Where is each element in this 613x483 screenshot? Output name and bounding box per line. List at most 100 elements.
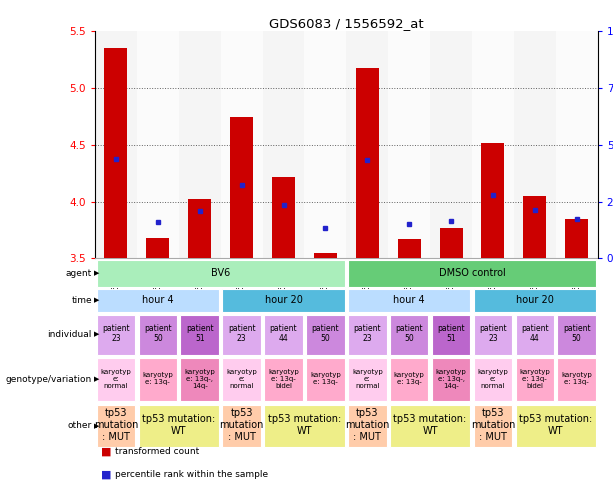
Bar	[272, 177, 295, 258]
Bar	[390, 358, 428, 401]
Bar	[223, 358, 261, 401]
Text: hour 4: hour 4	[142, 295, 173, 305]
Bar	[179, 31, 221, 258]
Text: patient
23: patient 23	[228, 324, 256, 343]
Text: karyotyp
e: 13q-: karyotyp e: 13q-	[562, 372, 592, 385]
Bar	[147, 238, 169, 258]
Bar	[398, 239, 421, 258]
Bar	[474, 405, 512, 447]
Bar	[104, 48, 128, 258]
Bar	[230, 116, 253, 258]
Text: tp53
mutation
: MUT: tp53 mutation : MUT	[219, 409, 264, 441]
Bar	[223, 314, 261, 355]
Bar	[440, 228, 463, 258]
Text: karyotyp
e:
normal: karyotyp e: normal	[478, 369, 508, 389]
Text: karyotyp
e: 13q-: karyotyp e: 13q-	[310, 372, 341, 385]
Bar	[221, 31, 262, 258]
Text: tp53 mutation:
WT: tp53 mutation: WT	[268, 414, 341, 436]
Text: ▶: ▶	[94, 332, 100, 338]
Text: ▶: ▶	[94, 270, 100, 276]
Bar	[474, 289, 596, 312]
Text: tp53 mutation:
WT: tp53 mutation: WT	[519, 414, 592, 436]
Text: genotype/variation: genotype/variation	[6, 375, 92, 384]
Bar	[474, 358, 512, 401]
Text: patient
51: patient 51	[186, 324, 213, 343]
Bar	[97, 358, 135, 401]
Bar	[305, 31, 346, 258]
Bar	[348, 259, 596, 287]
Bar	[516, 405, 596, 447]
Bar	[264, 405, 345, 447]
Text: patient
23: patient 23	[354, 324, 381, 343]
Bar	[223, 405, 261, 447]
Bar	[348, 314, 387, 355]
Text: patient
44: patient 44	[270, 324, 297, 343]
Bar	[346, 31, 388, 258]
Title: GDS6083 / 1556592_at: GDS6083 / 1556592_at	[269, 17, 424, 30]
Text: karyotyp
e: 13q-
bidel: karyotyp e: 13q- bidel	[519, 369, 550, 389]
Text: tp53
mutation
: MUT: tp53 mutation : MUT	[94, 409, 138, 441]
Bar	[95, 31, 137, 258]
Text: hour 20: hour 20	[265, 295, 302, 305]
Bar	[481, 142, 504, 258]
Text: patient
23: patient 23	[102, 324, 130, 343]
Bar	[524, 196, 546, 258]
Bar	[557, 358, 596, 401]
Text: ▶: ▶	[94, 377, 100, 383]
Text: patient
44: patient 44	[521, 324, 549, 343]
Bar	[348, 289, 470, 312]
Text: karyotyp
e: 13q-,
14q-: karyotyp e: 13q-, 14q-	[436, 369, 466, 389]
Text: karyotyp
e: 13q-: karyotyp e: 13q-	[394, 372, 425, 385]
Text: tp53 mutation:
WT: tp53 mutation: WT	[394, 414, 466, 436]
Bar	[516, 314, 554, 355]
Text: karyotyp
e:
normal: karyotyp e: normal	[226, 369, 257, 389]
Text: tp53
mutation
: MUT: tp53 mutation : MUT	[345, 409, 389, 441]
Text: other: other	[67, 422, 92, 430]
Text: ▶: ▶	[94, 423, 100, 429]
Bar	[137, 31, 179, 258]
Text: patient
51: patient 51	[437, 324, 465, 343]
Bar	[264, 358, 303, 401]
Text: BV6: BV6	[211, 268, 230, 278]
Text: time: time	[71, 296, 92, 305]
Bar	[97, 289, 219, 312]
Text: ■: ■	[101, 470, 112, 480]
Text: patient
50: patient 50	[395, 324, 423, 343]
Bar	[306, 358, 345, 401]
Text: percentile rank within the sample: percentile rank within the sample	[115, 470, 268, 479]
Bar	[97, 259, 345, 287]
Bar	[430, 31, 472, 258]
Text: agent: agent	[66, 269, 92, 278]
Text: patient
50: patient 50	[563, 324, 590, 343]
Text: hour 4: hour 4	[394, 295, 425, 305]
Text: patient
23: patient 23	[479, 324, 507, 343]
Bar	[262, 31, 305, 258]
Text: tp53 mutation:
WT: tp53 mutation: WT	[142, 414, 215, 436]
Text: transformed count: transformed count	[115, 447, 199, 456]
Text: karyotyp
e: 13q-,
14q-: karyotyp e: 13q-, 14q-	[185, 369, 215, 389]
Bar	[139, 358, 177, 401]
Bar	[97, 405, 135, 447]
Text: karyotyp
e: 13q-
bidel: karyotyp e: 13q- bidel	[268, 369, 299, 389]
Bar	[223, 289, 345, 312]
Bar	[556, 31, 598, 258]
Bar	[388, 31, 430, 258]
Text: patient
50: patient 50	[144, 324, 172, 343]
Bar	[390, 314, 428, 355]
Bar	[516, 358, 554, 401]
Bar	[432, 314, 470, 355]
Text: karyotyp
e:
normal: karyotyp e: normal	[101, 369, 131, 389]
Bar	[472, 31, 514, 258]
Bar	[356, 68, 379, 258]
Bar	[180, 314, 219, 355]
Bar	[565, 219, 588, 258]
Bar	[314, 253, 337, 258]
Bar	[348, 358, 387, 401]
Text: tp53
mutation
: MUT: tp53 mutation : MUT	[471, 409, 515, 441]
Text: individual: individual	[48, 330, 92, 339]
Bar	[348, 405, 387, 447]
Text: hour 20: hour 20	[516, 295, 554, 305]
Text: ■: ■	[101, 447, 112, 456]
Bar	[139, 405, 219, 447]
Bar	[180, 358, 219, 401]
